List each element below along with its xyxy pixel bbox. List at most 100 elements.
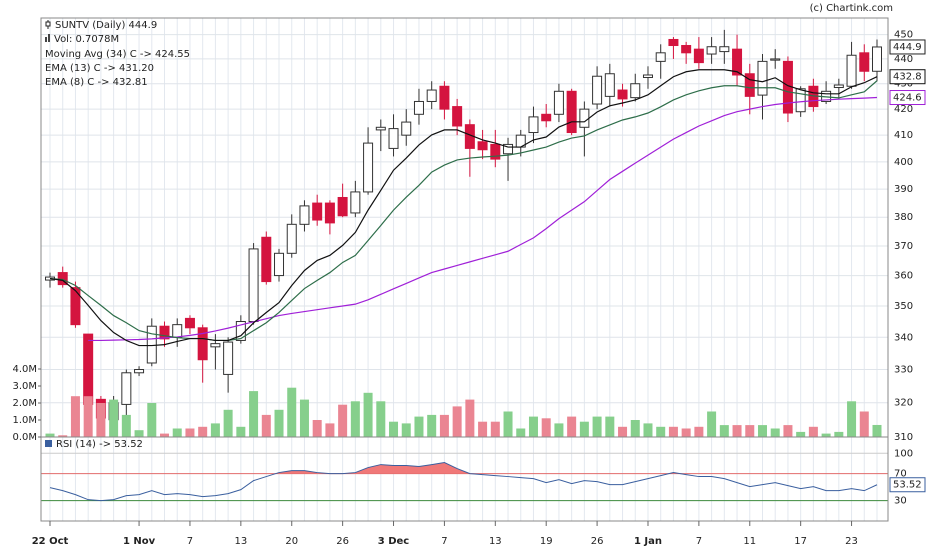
volume-bar (834, 431, 844, 437)
candle-body (274, 252, 285, 277)
last-value-label: 53.52 (893, 480, 922, 491)
volume-bar (847, 401, 857, 437)
volume-bar (503, 411, 513, 437)
volume-bar (401, 423, 411, 437)
x-tick-label: 1 Jan (634, 536, 662, 547)
candle-body (706, 46, 717, 55)
candle-body (159, 325, 170, 340)
volume-bar (757, 425, 767, 437)
candle-body (630, 83, 641, 99)
volume-bar (325, 423, 335, 437)
candle-body (350, 191, 361, 214)
volume-bar (236, 426, 246, 437)
legend-label: Moving Avg (34) C -> 424.55 (45, 49, 190, 60)
y-tick-label: 350 (894, 301, 913, 312)
volume-bar (147, 403, 157, 437)
volume-bar (172, 428, 182, 437)
candle-body (324, 202, 335, 224)
y-tick-label: 440 (894, 54, 913, 65)
candle-body (833, 84, 844, 89)
volume-bar (630, 420, 640, 437)
candle-body (490, 143, 501, 160)
volume-bar (439, 414, 449, 437)
volume-bar (70, 396, 80, 437)
volume-bar (516, 428, 526, 437)
volume-tick-label: 0.0M (12, 432, 37, 443)
volume-bar (261, 414, 271, 437)
volume-bar (656, 426, 666, 437)
x-tick-label: 7 (187, 536, 193, 547)
candle-body (668, 38, 679, 47)
rsi-tick-label: 30 (894, 496, 907, 507)
volume-bar (567, 416, 577, 437)
rsi-tick-label: 70 (894, 469, 907, 480)
volume-bar (83, 396, 93, 437)
candle-body (604, 73, 615, 97)
volume-bar (134, 430, 144, 437)
candle-body (732, 48, 743, 76)
x-tick-label: 7 (696, 536, 702, 547)
candle-body (388, 128, 399, 149)
volume-bar (465, 399, 475, 437)
volume-bar (478, 421, 488, 437)
volume-bar (249, 391, 259, 437)
volume-bar (770, 428, 780, 437)
legend-label: EMA (13) C -> 431.20 (45, 63, 154, 74)
volume-bar (579, 421, 589, 437)
candle-body (413, 100, 424, 115)
candle-body (172, 324, 183, 338)
volume-bar (732, 425, 742, 437)
volume-bar (376, 401, 386, 437)
volume-bar (668, 426, 678, 437)
volume-bar (274, 409, 284, 437)
x-tick-label: 13 (234, 536, 247, 547)
volume-bar (592, 416, 602, 437)
volume-tick-label: 2.0M (12, 398, 37, 409)
candle-body (439, 85, 450, 110)
candle-body (744, 73, 755, 97)
y-tick-label: 310 (894, 432, 913, 443)
candle-body (70, 287, 81, 326)
volume-tick-label: 1.0M (12, 415, 37, 426)
volume-bar (338, 404, 348, 437)
volume-bar (808, 426, 818, 437)
x-tick-label: 3 Dec (378, 536, 410, 547)
candle-body (681, 45, 692, 54)
volume-bar (643, 423, 653, 437)
candle-body (795, 88, 806, 113)
candle-body (642, 74, 653, 78)
last-value-label: 444.9 (893, 42, 922, 53)
volume-bar (490, 421, 500, 437)
volume-bar (554, 423, 564, 437)
y-tick-label: 340 (894, 332, 913, 343)
legend-label: SUNTV (Daily) 444.9 (55, 20, 157, 31)
y-tick-label: 410 (894, 130, 913, 141)
candle-body (592, 75, 603, 105)
x-tick-label: 11 (743, 536, 756, 547)
volume-bar (96, 403, 106, 437)
y-tick-label: 400 (894, 157, 913, 168)
candle-body (452, 106, 463, 127)
candle-body (299, 205, 310, 225)
legend-icon (45, 440, 52, 447)
candle-body (337, 196, 348, 217)
volume-bar (58, 435, 68, 437)
last-value-box (889, 39, 926, 55)
y-tick-label: 320 (894, 398, 913, 409)
rsi-line (49, 462, 878, 502)
x-tick-label: 19 (540, 536, 553, 547)
candle-body (693, 48, 704, 64)
last-value-label: 432.8 (893, 72, 922, 83)
candle-body (528, 116, 539, 134)
x-tick-label: 23 (845, 536, 858, 547)
y-tick-label: 360 (894, 271, 913, 282)
candle-body (553, 90, 564, 115)
y-tick-label: 450 (894, 30, 913, 41)
volume-bar (287, 387, 297, 437)
volume-bar (350, 401, 360, 437)
y-tick-label: 420 (894, 104, 913, 115)
candle-body (566, 90, 577, 134)
y-tick-label: 430 (894, 79, 913, 90)
volume-bar (681, 428, 691, 437)
